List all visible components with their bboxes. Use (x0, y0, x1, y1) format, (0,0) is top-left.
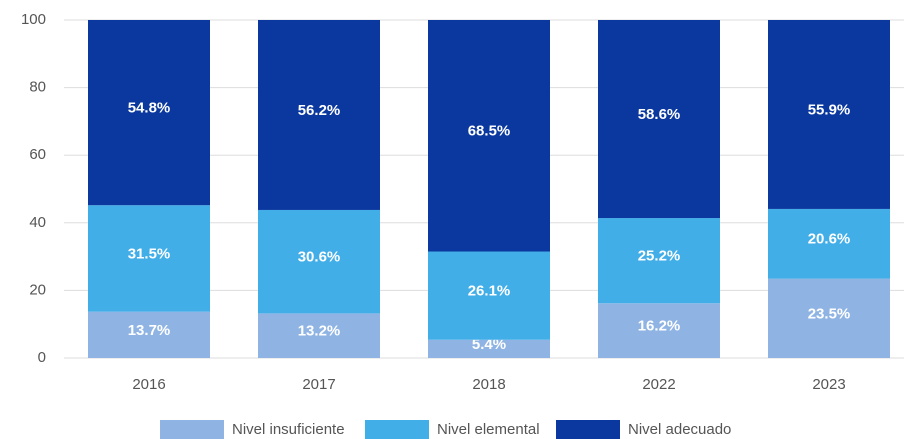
value-label: 26.1% (468, 283, 511, 300)
value-label: 54.8% (128, 100, 171, 117)
bar-segment (428, 339, 550, 358)
value-label: 5.4% (472, 336, 506, 353)
value-label: 13.7% (128, 322, 171, 339)
y-tick-label: 100 (21, 11, 46, 28)
value-label: 16.2% (638, 318, 681, 335)
y-tick-label: 80 (29, 79, 46, 96)
x-tick-label: 2017 (302, 376, 335, 393)
bar-segment (598, 20, 720, 219)
bar-segment (428, 251, 550, 340)
bar-segment (88, 205, 210, 312)
value-label: 25.2% (638, 248, 681, 265)
x-tick-label: 2016 (132, 376, 165, 393)
value-label: 30.6% (298, 249, 341, 266)
value-label: 55.9% (808, 101, 851, 118)
x-tick-label: 2023 (812, 376, 845, 393)
y-tick-label: 60 (29, 146, 46, 163)
legend-swatch (160, 420, 224, 439)
bar-segment (768, 208, 890, 279)
x-tick-label: 2018 (472, 376, 505, 393)
bar-segment (88, 20, 210, 206)
value-label: 58.6% (638, 106, 681, 123)
bar-segment (598, 303, 720, 358)
y-tick-label: 40 (29, 214, 46, 231)
value-label: 31.5% (128, 245, 171, 262)
legend-swatch (556, 420, 620, 439)
legend-label: Nivel elemental (437, 421, 540, 438)
x-tick-label: 2022 (642, 376, 675, 393)
value-label: 68.5% (468, 123, 511, 140)
bar-segment (428, 20, 550, 252)
bar-segment (598, 218, 720, 304)
value-label: 20.6% (808, 231, 851, 248)
value-label: 23.5% (808, 305, 851, 322)
bar-segment (768, 278, 890, 358)
bar-segment (258, 209, 380, 314)
bar-segment (258, 20, 380, 210)
bar-segment (88, 311, 210, 358)
y-tick-label: 0 (38, 349, 46, 366)
legend-swatch (365, 420, 429, 439)
legend-label: Nivel insuficiente (232, 421, 345, 438)
value-label: 13.2% (298, 323, 341, 340)
bar-segment (768, 20, 890, 209)
y-tick-label: 20 (29, 281, 46, 298)
value-label: 56.2% (298, 102, 341, 119)
legend-label: Nivel adecuado (628, 421, 731, 438)
bar-segment (258, 313, 380, 358)
